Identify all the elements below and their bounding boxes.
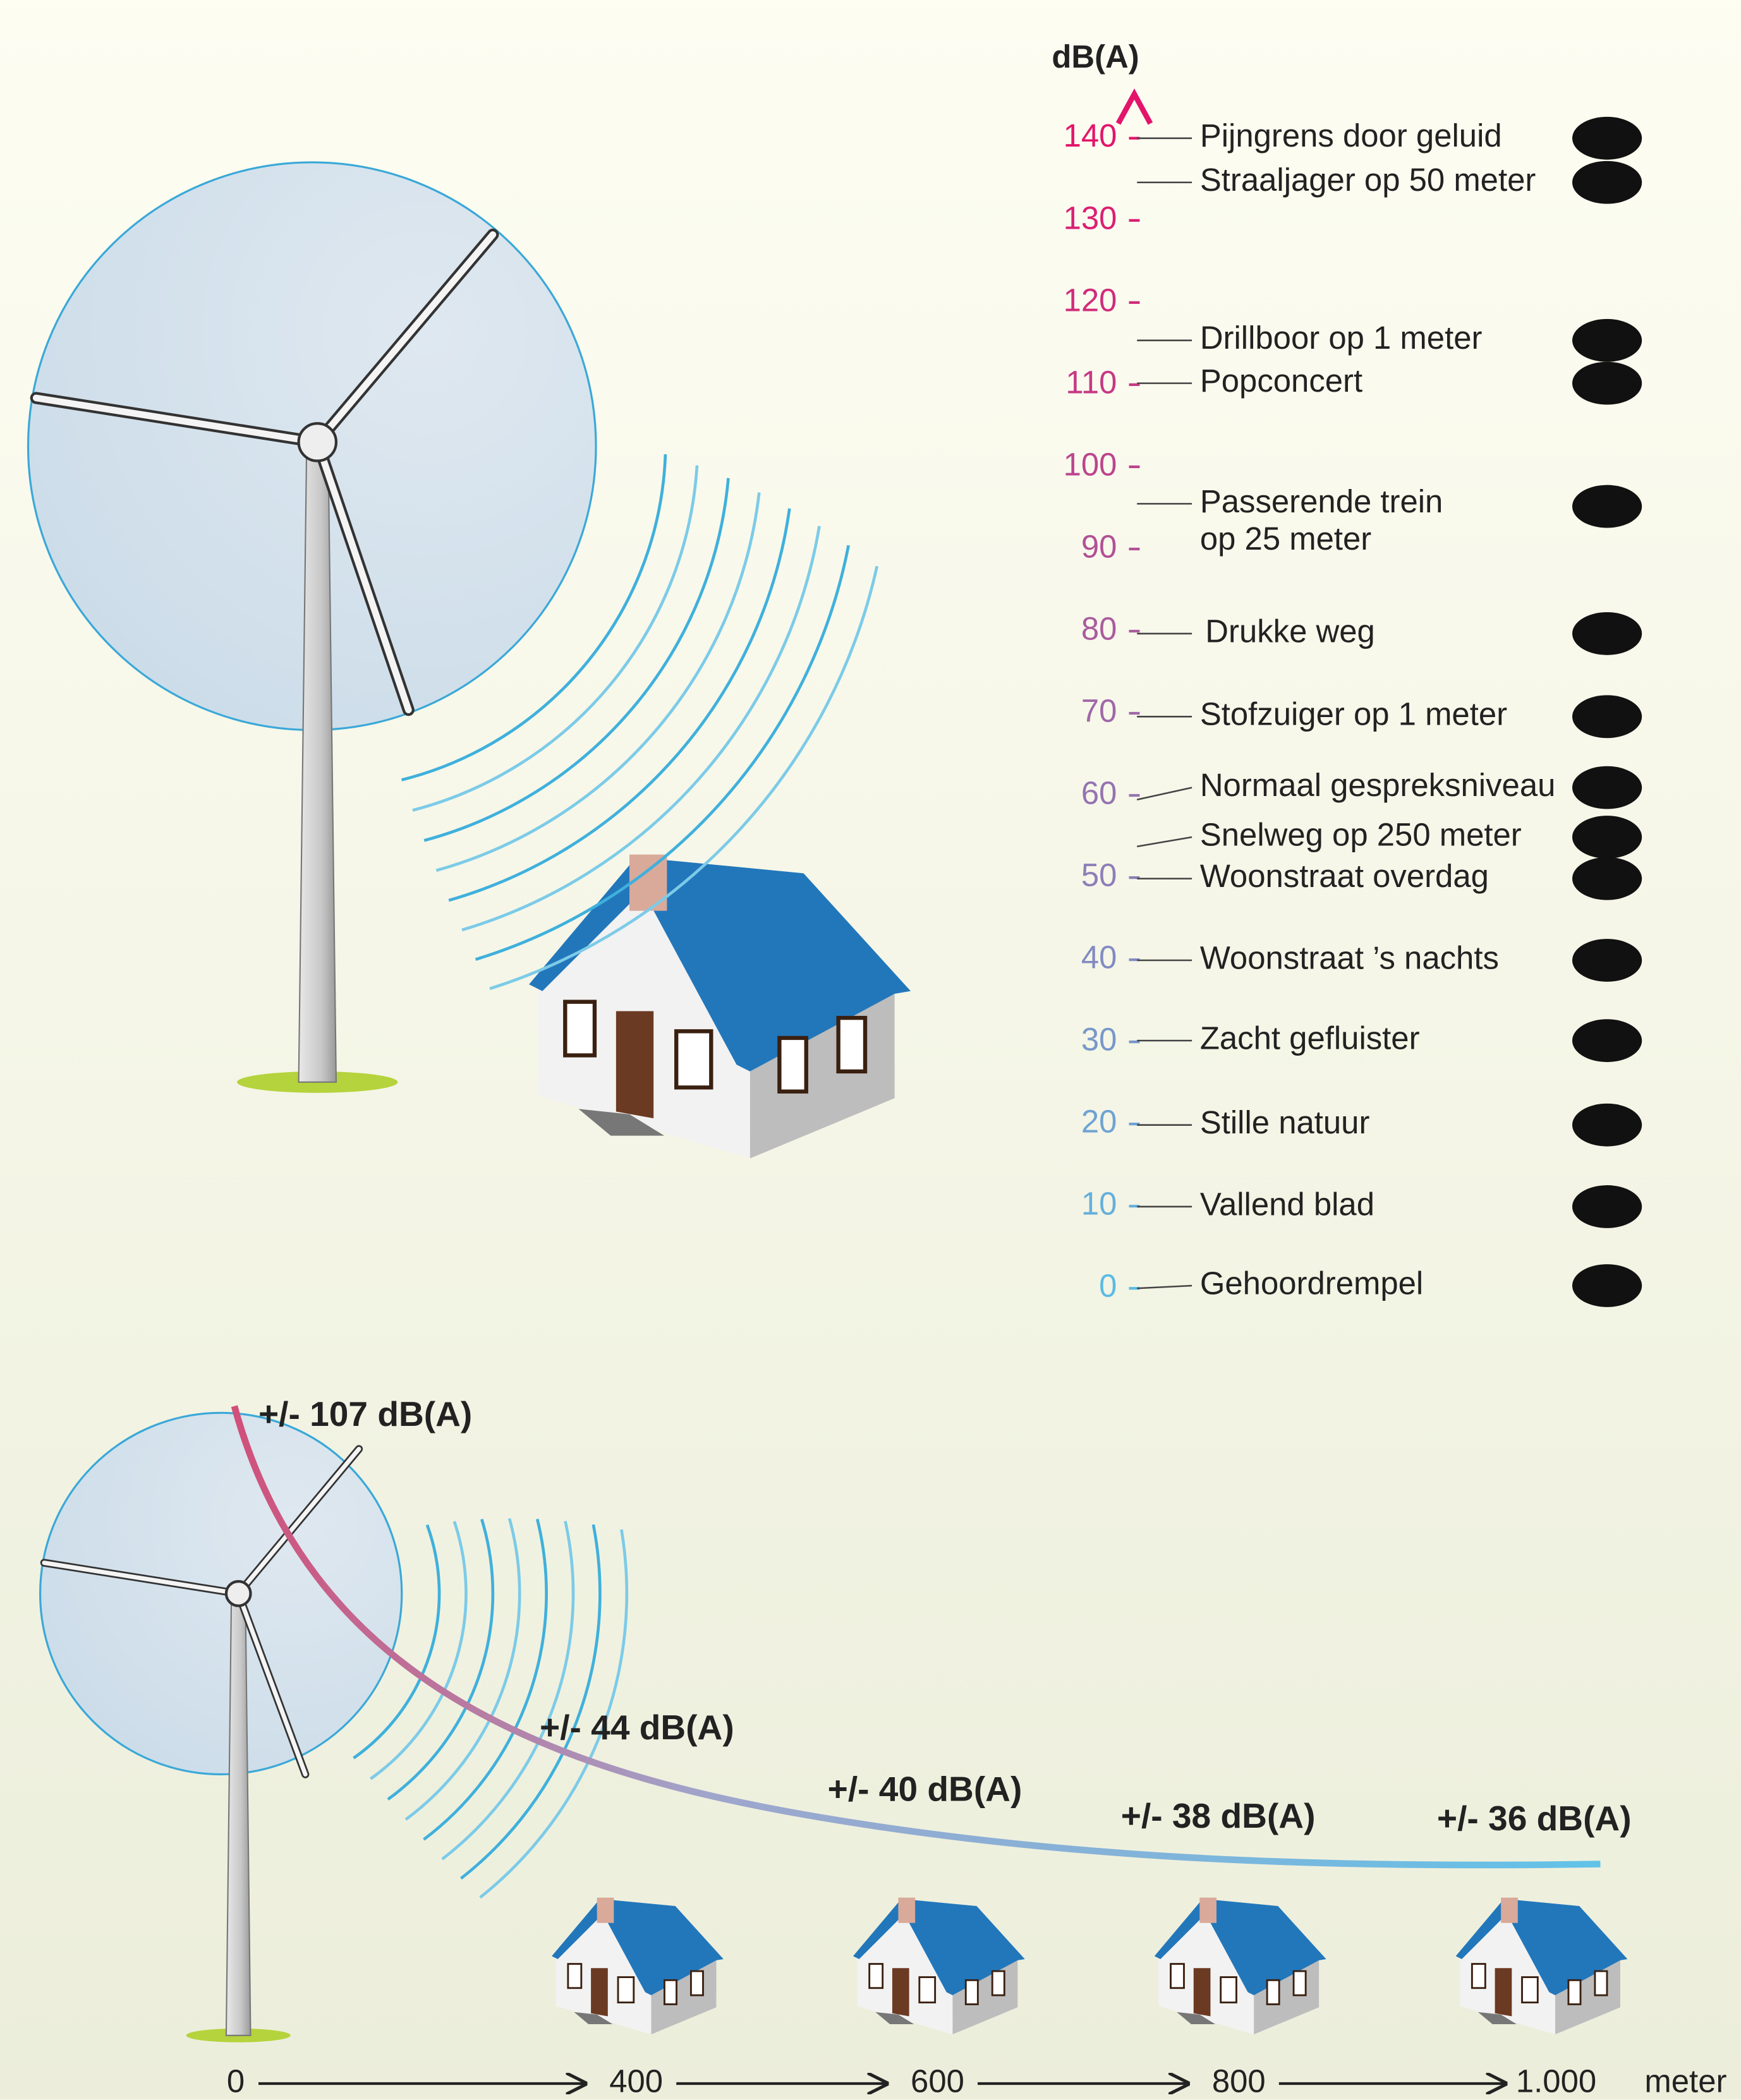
db-tick-label: 70 xyxy=(1081,692,1117,728)
distance-label: 0 xyxy=(227,2063,245,2099)
source-label: Popconcert xyxy=(1200,363,1362,399)
distance-label: 800 xyxy=(1212,2063,1266,2099)
source-label: Vallend blad xyxy=(1200,1186,1374,1222)
db-tick-label: 80 xyxy=(1081,610,1117,646)
source-label: Gehoordrempel xyxy=(1200,1265,1423,1301)
level-label: +/- 44 dB(A) xyxy=(540,1708,734,1747)
blade-face xyxy=(313,231,497,446)
sound-wave xyxy=(441,1521,575,1861)
db-axis-arrow xyxy=(1115,88,1153,125)
db-tick-label: 90 xyxy=(1081,528,1117,564)
blade-face xyxy=(42,1560,241,1596)
connector xyxy=(1137,1284,1192,1289)
source-label: op 25 meter xyxy=(1200,521,1371,557)
source-label: Snelweg op 250 meter xyxy=(1200,816,1522,852)
blade-face xyxy=(313,438,412,714)
source-label: Zacht gefluister xyxy=(1200,1020,1420,1056)
source-label: Normaal gespreksniveau xyxy=(1200,767,1556,803)
source-icon xyxy=(1572,939,1642,982)
source-icon xyxy=(1572,361,1642,405)
source-icon xyxy=(1572,1185,1642,1228)
blade-face xyxy=(236,1591,308,1777)
source-label: Drillboor op 1 meter xyxy=(1200,320,1483,356)
source-label: Stille natuur xyxy=(1200,1104,1370,1140)
source-icon xyxy=(1572,1264,1642,1307)
db-tick-label: 60 xyxy=(1081,775,1117,811)
source-icon xyxy=(1572,816,1642,859)
decay-curve xyxy=(231,1405,1601,1869)
db-tick-label: 50 xyxy=(1081,857,1117,893)
source-icon xyxy=(1572,695,1642,739)
sound-wave xyxy=(412,465,699,812)
source-icon xyxy=(1572,116,1642,160)
sound-wave xyxy=(423,478,730,842)
blade-face xyxy=(236,1447,361,1596)
connector xyxy=(1136,787,1192,800)
source-icon xyxy=(1572,857,1642,900)
source-icon xyxy=(1572,766,1642,809)
source-icon xyxy=(1572,1019,1642,1063)
db-tick-label: 20 xyxy=(1081,1104,1117,1140)
sound-wave xyxy=(404,1518,521,1821)
db-tick-label: 30 xyxy=(1081,1022,1117,1058)
db-tick-label: 100 xyxy=(1064,446,1117,482)
connector xyxy=(1137,836,1192,848)
distance-label: 1.000 xyxy=(1516,2063,1596,2099)
level-label: +/- 36 dB(A) xyxy=(1437,1799,1632,1838)
source-label: Stofzuiger op 1 meter xyxy=(1200,696,1507,732)
source-icon xyxy=(1572,612,1642,655)
sound-wave xyxy=(460,1524,602,1880)
sound-wave xyxy=(423,1518,548,1841)
source-label: Straaljager op 50 meter xyxy=(1200,162,1536,198)
db-tick-label: 140 xyxy=(1064,118,1117,154)
scale-unit: dB(A) xyxy=(1052,39,1139,75)
db-tick-label: 40 xyxy=(1081,939,1117,975)
sound-wave xyxy=(448,508,791,902)
sound-wave xyxy=(479,1529,629,1899)
sound-wave xyxy=(489,565,879,991)
hub xyxy=(224,1580,252,1607)
db-tick-label: 130 xyxy=(1064,200,1117,236)
distance-label: 400 xyxy=(609,2063,663,2099)
sound-wave xyxy=(461,526,821,932)
level-label: +/- 40 dB(A) xyxy=(828,1770,1022,1809)
source-icon xyxy=(1572,1103,1642,1147)
source-label: Woonstraat overdag xyxy=(1200,858,1489,894)
sound-wave xyxy=(475,545,850,961)
source-label: Passerende trein xyxy=(1200,483,1443,519)
sound-wave xyxy=(353,1524,441,1759)
source-label: Woonstraat ’s nachts xyxy=(1200,939,1499,975)
hub xyxy=(297,422,338,462)
db-tick-label: 110 xyxy=(1065,364,1117,400)
blade-face xyxy=(32,394,321,446)
distance-label: 600 xyxy=(911,2063,964,2099)
db-tick-label: 120 xyxy=(1064,282,1117,318)
source-icon xyxy=(1572,485,1642,528)
db-tick-label: 10 xyxy=(1081,1186,1117,1222)
level-label: +/- 38 dB(A) xyxy=(1121,1796,1316,1835)
sound-wave xyxy=(435,492,761,872)
sound-wave xyxy=(370,1521,468,1780)
distance-unit: meter xyxy=(1644,2063,1726,2099)
source-label: Pijngrens door geluid xyxy=(1200,118,1502,154)
source-icon xyxy=(1572,318,1642,362)
sound-wave xyxy=(387,1519,495,1801)
level-label: +/- 107 dB(A) xyxy=(258,1394,472,1433)
source-icon xyxy=(1572,160,1642,204)
source-label: Drukke weg xyxy=(1205,613,1375,649)
sound-wave xyxy=(401,454,667,781)
db-tick-label: 0 xyxy=(1099,1268,1117,1304)
